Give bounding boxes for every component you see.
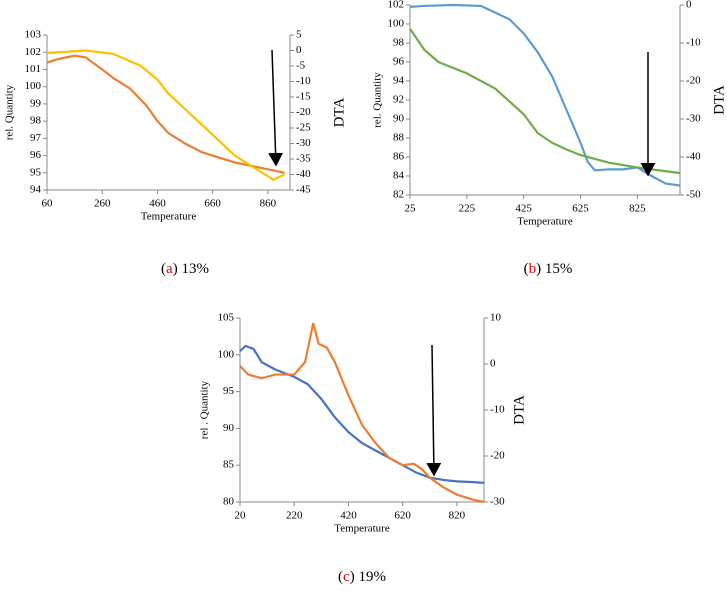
y2-axis-label: DTA (711, 85, 727, 115)
x-tick-label: 620 (394, 510, 411, 522)
caption-part: ) 19% (350, 569, 386, 585)
x-tick-label: 825 (629, 203, 646, 215)
y-tick-label: 95 (223, 385, 235, 397)
x-tick-label: 420 (340, 510, 357, 522)
y2-tick-label: -35 (296, 153, 311, 165)
y2-tick-label: -40 (296, 168, 311, 180)
x-tick-label: 820 (449, 510, 466, 522)
x-tick-label: 20 (235, 510, 247, 522)
y-tick-label: 100 (218, 348, 235, 360)
y-tick-label: 100 (388, 18, 405, 30)
y2-tick-label: -10 (296, 75, 311, 87)
caption: (b) 15% (524, 261, 573, 277)
y2-tick-label: -10 (490, 404, 505, 416)
x-tick-label: 60 (42, 198, 54, 210)
data-line (239, 344, 485, 484)
y2-tick-label: -45 (296, 184, 311, 196)
y2-tick-label: -30 (686, 113, 701, 125)
x-tick-label: 860 (260, 198, 277, 210)
y-tick-label: 90 (393, 113, 405, 125)
data-line (239, 322, 485, 504)
y-tick-label: 102 (25, 46, 42, 58)
y-tick-label: 100 (25, 80, 42, 92)
y2-axis-label: DTA (511, 395, 527, 425)
x-axis-label: Temperature (517, 216, 573, 228)
x-axis-label: Temperature (334, 523, 390, 535)
y2-tick-label: 0 (296, 44, 302, 56)
data-line (46, 54, 285, 174)
y-tick-label: 90 (223, 422, 235, 434)
arrow (268, 49, 284, 167)
y2-tick-label: -20 (296, 106, 311, 118)
y2-tick-label: 10 (490, 312, 502, 324)
caption-part: ( (161, 261, 166, 277)
caption-part: ( (338, 569, 343, 585)
y-tick-label: 99 (30, 97, 42, 109)
y2-tick-label: -30 (296, 137, 311, 149)
caption-part: ) 15% (536, 261, 572, 277)
y2-tick-label: 0 (490, 358, 496, 370)
y2-axis-label: DTA (331, 98, 347, 128)
y-axis-label: rel. Quantity (372, 72, 384, 128)
data-line (46, 49, 285, 182)
x-axis-label: Temperature (141, 211, 197, 223)
y2-tick-label: -15 (296, 91, 311, 103)
x-tick-label: 260 (94, 198, 111, 210)
y-tick-label: 88 (393, 132, 405, 144)
y2-tick-label: -5 (296, 60, 306, 72)
y2-tick-label: -10 (686, 37, 701, 49)
y-tick-label: 98 (30, 115, 42, 127)
x-tick-label: 460 (149, 198, 166, 210)
caption-part: c (343, 569, 350, 585)
y-tick-label: 94 (30, 184, 42, 196)
x-tick-label: 660 (204, 198, 221, 210)
y2-tick-label: -40 (686, 151, 701, 163)
y-tick-label: 103 (25, 29, 42, 41)
y2-tick-label: -20 (686, 75, 701, 87)
x-tick-label: 425 (515, 203, 532, 215)
y2-tick-label: -30 (490, 496, 505, 508)
y-tick-label: 96 (393, 56, 405, 68)
y-axis-label: rel. Quantity (4, 84, 16, 140)
y-tick-label: 102 (388, 0, 405, 11)
y-tick-label: 82 (393, 189, 404, 201)
x-tick-label: 25 (405, 203, 417, 215)
y2-tick-label: -25 (296, 122, 311, 134)
x-tick-label: 220 (286, 510, 303, 522)
caption-part: ) 13% (173, 261, 209, 277)
caption: (a) 13% (161, 261, 209, 277)
y-tick-label: 98 (393, 37, 405, 49)
y2-tick-label: -20 (490, 450, 505, 462)
y-tick-label: 84 (393, 170, 405, 182)
x-tick-label: 625 (572, 203, 589, 215)
caption: (c) 19% (338, 569, 386, 585)
y-tick-label: 97 (30, 132, 42, 144)
y-tick-label: 101 (25, 63, 42, 75)
y-axis-label: rel . Quantity (199, 380, 211, 439)
caption-part: b (529, 261, 537, 277)
y-tick-label: 85 (223, 459, 235, 471)
data-line (409, 28, 681, 175)
y-tick-label: 96 (30, 149, 42, 161)
y-tick-label: 94 (393, 75, 405, 87)
y-tick-label: 86 (393, 151, 405, 163)
y2-tick-label: 5 (296, 29, 302, 41)
x-tick-label: 225 (459, 203, 476, 215)
y2-tick-label: -50 (686, 189, 701, 201)
y-tick-label: 95 (30, 166, 42, 178)
y-tick-label: 92 (393, 94, 404, 106)
y-tick-label: 80 (223, 496, 235, 508)
y2-tick-label: 0 (686, 0, 692, 11)
caption-part: a (166, 261, 173, 277)
y-tick-label: 105 (218, 312, 235, 324)
arrow (426, 344, 442, 477)
data-line (409, 3, 681, 187)
caption-part: ( (524, 261, 529, 277)
